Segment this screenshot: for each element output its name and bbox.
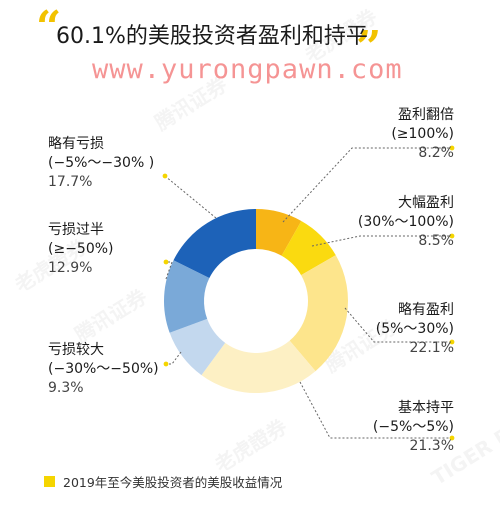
leader-line <box>299 381 452 439</box>
donut-slice <box>169 318 226 376</box>
donut-slice <box>173 209 256 278</box>
slice-name: 略有盈利 <box>398 302 454 318</box>
chart-title: 60.1%的美股投资者盈利和持平 <box>56 24 368 49</box>
slice-range: (≥−50%) <box>48 241 114 257</box>
slice-name: 亏损较大 <box>48 342 104 358</box>
slice-value: 22.1% <box>409 340 454 356</box>
slice-value: 9.3% <box>48 380 84 396</box>
slice-label-基本持平: 基本持平 (−5%～5%) 21.3% <box>373 399 454 456</box>
slice-label-大幅盈利: 大幅盈利 (30%～100%) 8.5% <box>358 194 454 251</box>
leader-dot <box>449 233 455 239</box>
watermark-url: www.yurongpawn.com <box>92 54 403 85</box>
donut-slice <box>256 209 302 256</box>
slice-label-略有盈利: 略有盈利 (5%～30%) 22.1% <box>376 301 454 358</box>
open-quote-mark: “ <box>36 2 62 53</box>
leader-line <box>282 147 452 223</box>
slice-name: 亏损过半 <box>48 222 104 238</box>
slice-range: (−5%～5%) <box>372 419 454 435</box>
legend-label: 2019年至今美股投资者的美股收益情况 <box>63 475 283 490</box>
leader-dot <box>449 145 455 151</box>
slice-value: 17.7% <box>48 174 93 190</box>
slice-label-亏损较大: 亏损较大 (−30%～−50%) 9.3% <box>48 341 159 398</box>
donut-slice <box>201 340 316 394</box>
slice-label-略有亏损: 略有亏损 (−5%～−30% ) 17.7% <box>48 135 154 192</box>
slice-label-盈利翻倍: 盈利翻倍 (≥100%) 8.2% <box>391 106 454 163</box>
leader-dot <box>449 339 455 345</box>
donut-slice <box>281 220 336 276</box>
leader-dot <box>163 361 169 367</box>
slice-name: 略有亏损 <box>48 136 104 152</box>
leader-line <box>311 235 452 247</box>
slice-range: (5%～30%) <box>375 321 454 337</box>
leader-line <box>166 351 182 365</box>
slice-range: (30%～100%) <box>357 214 454 230</box>
leader-line <box>164 175 217 219</box>
slice-name: 基本持平 <box>398 400 454 416</box>
slice-range: (−5%～−30% ) <box>48 155 155 171</box>
slice-name: 大幅盈利 <box>398 195 454 211</box>
close-quote-mark: ” <box>356 22 382 73</box>
slice-value: 8.2% <box>418 145 454 161</box>
leader-dot <box>449 435 455 441</box>
slice-value: 12.9% <box>48 260 93 276</box>
slice-label-亏损过半: 亏损过半 (≥−50%) 12.9% <box>48 221 114 278</box>
legend-swatch <box>44 476 55 487</box>
donut-slice <box>164 260 210 333</box>
leader-dot <box>163 259 169 265</box>
donut-slice <box>289 255 348 372</box>
leader-line <box>344 307 452 343</box>
leader-dot <box>162 173 168 179</box>
slice-name: 盈利翻倍 <box>398 107 454 123</box>
slice-range: (−30%～−50%) <box>48 361 159 377</box>
slice-range: (≥100%) <box>391 126 454 142</box>
legend: 2019年至今美股投资者的美股收益情况 <box>44 472 282 491</box>
slice-value: 21.3% <box>409 438 454 454</box>
slice-value: 8.5% <box>418 233 454 249</box>
